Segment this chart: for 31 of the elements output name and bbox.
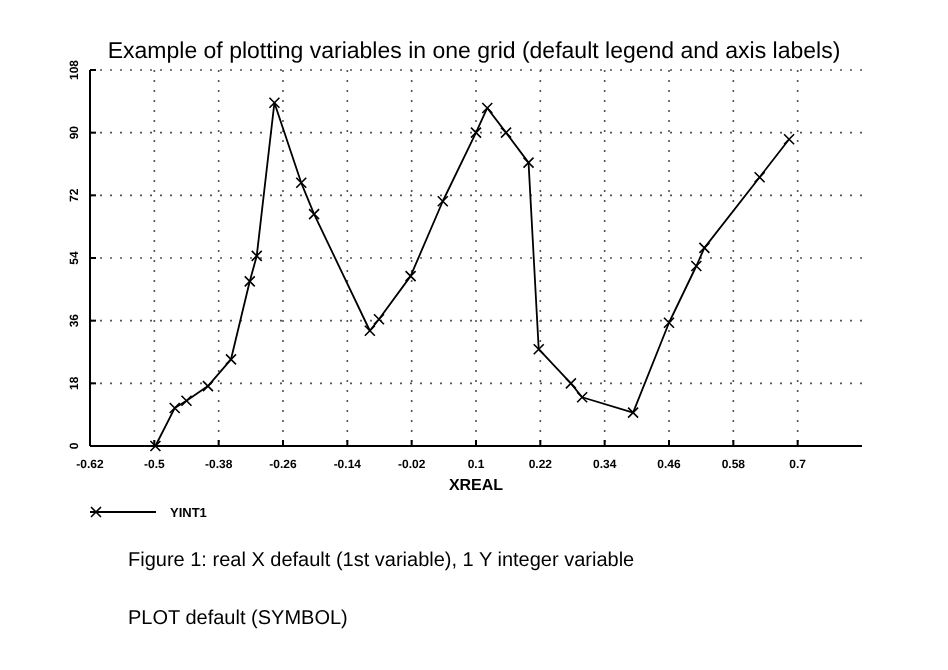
point [576,391,588,404]
point [627,406,639,419]
point [481,102,494,114]
point [364,324,376,337]
point [404,270,417,282]
point [436,195,449,208]
point [565,377,577,390]
caption: Figure 1: real X default (1st variable), 1 Y integer variable [128,550,636,572]
point [698,242,711,254]
point [268,96,281,109]
point [295,177,308,189]
point [149,440,162,452]
point [180,394,193,407]
point [690,260,703,272]
point [470,126,482,139]
point [308,208,320,220]
x-axis-title: XREAL [448,476,504,494]
point [783,133,795,146]
text: PLOT default (SYMBOL) [128,608,348,630]
point [500,126,512,139]
point [532,343,545,356]
chart-title: Example of plotting variables in one grid (default legend and axis labels) [107,40,841,64]
point [250,250,263,262]
point [168,402,181,414]
point [663,316,675,329]
point [243,275,256,288]
point [225,353,237,366]
point [753,171,766,184]
point [202,380,214,392]
point [373,313,385,326]
point [522,156,535,169]
